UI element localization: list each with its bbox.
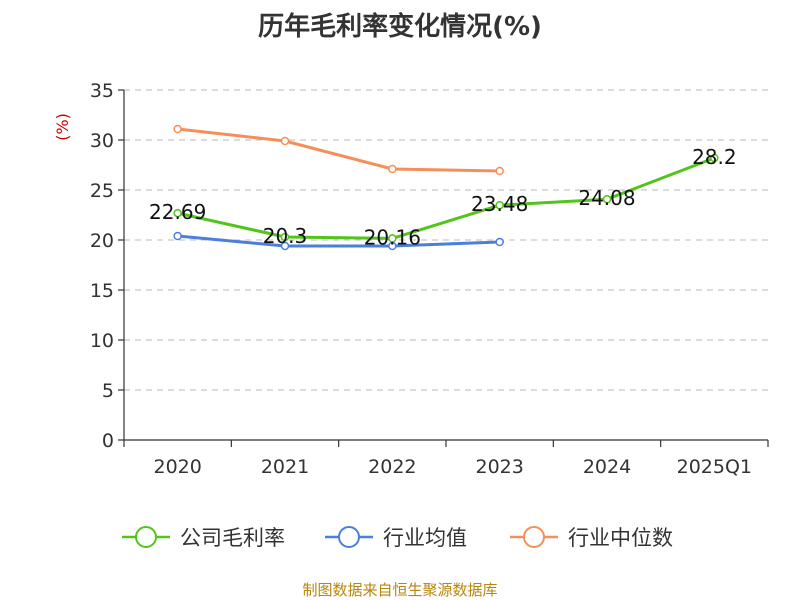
data-point [280,241,290,251]
data-point [280,136,290,146]
data-label: 28.2 [692,145,737,169]
legend-marker-2 [523,526,545,548]
y-ticks: 0 5 10 15 20 25 30 35 [90,80,124,452]
legend-marker-1 [338,526,360,548]
y-tick-label: 35 [90,80,114,102]
data-point [280,232,290,242]
data-point [710,153,719,163]
legend-label-0: 公司毛利率 [180,526,285,550]
data-label: 20.3 [263,224,308,248]
data-label: 23.48 [471,192,528,216]
axes [123,90,768,441]
x-ticks: 2020 2021 2022 2023 2024 2025Q1 [123,440,769,478]
x-tick-label: 2022 [368,456,416,478]
data-point [495,237,504,247]
data-label: 24.08 [578,186,635,210]
y-axis-label: (%) [53,113,72,141]
y-tick-label: 0 [102,430,114,452]
x-tick-label: 2023 [475,456,523,478]
y-tick-label: 30 [90,130,114,152]
series-line-2 [177,127,500,173]
series-lines [173,124,719,251]
x-tick-label: 2024 [583,456,631,478]
data-label: 22.69 [149,200,206,224]
data-label: 20.16 [364,225,421,249]
source-note: 制图数据来自恒生聚源数据库 [302,581,498,599]
legend: 公司毛利率 行业均值 行业中位数 [122,526,673,550]
data-labels: 22.69 20.3 20.16 23.48 24.08 28.2 [149,145,737,249]
legend-label-1: 行业均值 [383,526,467,550]
y-tick-label: 25 [90,180,114,202]
data-point [388,164,397,174]
x-tick-label: 2025Q1 [677,456,752,478]
data-point [495,166,504,176]
data-point [602,194,612,204]
data-point [173,124,182,134]
legend-marker-0 [135,526,157,548]
data-point [388,241,397,251]
y-tick-label: 10 [90,330,114,352]
chart-title: 历年毛利率变化情况(%) [258,12,542,42]
y-tick-label: 15 [90,280,114,302]
legend-label-2: 行业中位数 [568,526,673,550]
gridlines [124,89,768,391]
y-tick-label: 5 [102,380,114,402]
x-tick-label: 2021 [261,456,309,478]
y-tick-label: 20 [90,230,114,252]
series-line-1 [177,234,500,248]
series-line-0 [177,156,715,240]
data-point [173,208,182,218]
x-tick-label: 2020 [153,456,201,478]
data-point [495,200,504,210]
data-point [173,231,182,241]
